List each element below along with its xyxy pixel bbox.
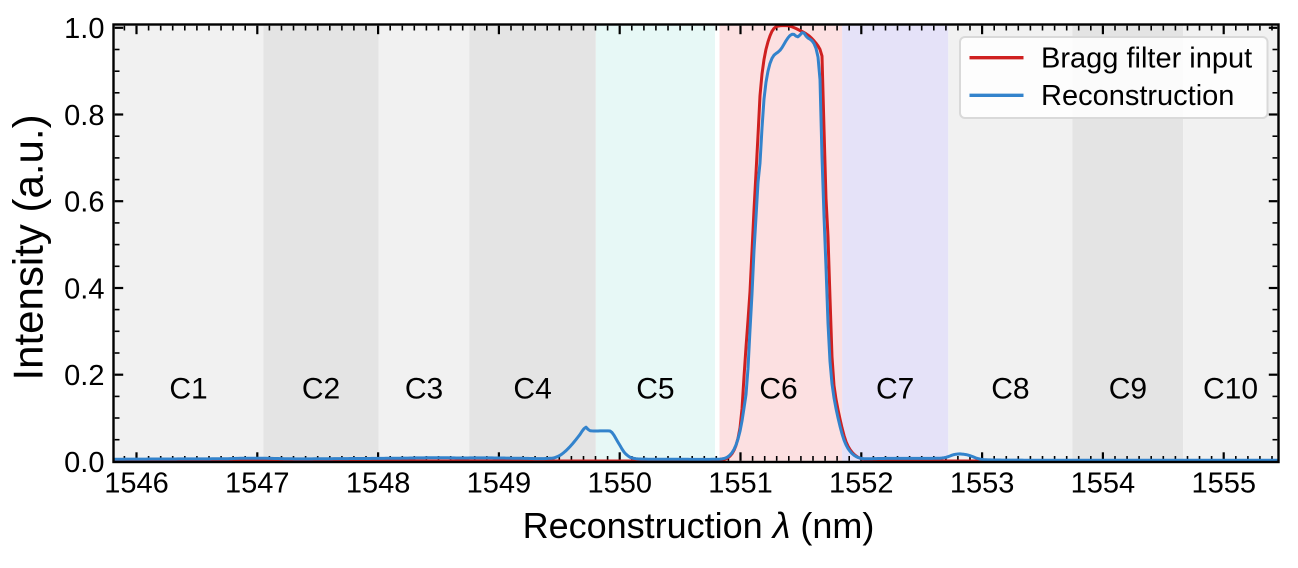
svg-text:C10: C10	[1203, 372, 1258, 405]
svg-text:1549: 1549	[467, 468, 532, 500]
svg-text:C7: C7	[876, 372, 914, 405]
svg-text:0.8: 0.8	[64, 100, 104, 132]
svg-text:0.4: 0.4	[64, 273, 104, 305]
svg-text:C1: C1	[169, 372, 207, 405]
svg-text:Reconstruction: Reconstruction	[1041, 80, 1234, 112]
svg-text:C6: C6	[759, 372, 797, 405]
svg-text:1546: 1546	[104, 468, 169, 500]
svg-text:0.0: 0.0	[64, 447, 104, 479]
svg-text:Bragg filter input: Bragg filter input	[1041, 43, 1252, 75]
svg-text:0.2: 0.2	[64, 360, 104, 392]
svg-text:C9: C9	[1109, 372, 1147, 405]
svg-text:0.6: 0.6	[64, 187, 104, 219]
svg-text:1547: 1547	[225, 468, 290, 500]
svg-text:Intensity (a.u.): Intensity (a.u.)	[5, 114, 52, 380]
svg-text:C5: C5	[636, 372, 674, 405]
svg-text:1554: 1554	[1071, 468, 1136, 500]
svg-text:C3: C3	[405, 372, 443, 405]
svg-text:1548: 1548	[346, 468, 411, 500]
svg-text:1553: 1553	[950, 468, 1015, 500]
svg-text:C2: C2	[302, 372, 340, 405]
svg-text:1555: 1555	[1191, 468, 1256, 500]
svg-text:C4: C4	[513, 372, 551, 405]
svg-text:1551: 1551	[708, 468, 773, 500]
svg-text:1.0: 1.0	[64, 13, 104, 45]
svg-text:Reconstruction λ (nm): Reconstruction λ (nm)	[523, 505, 875, 546]
svg-text:C8: C8	[991, 372, 1029, 405]
svg-text:1552: 1552	[829, 468, 894, 500]
svg-text:1550: 1550	[587, 468, 652, 500]
